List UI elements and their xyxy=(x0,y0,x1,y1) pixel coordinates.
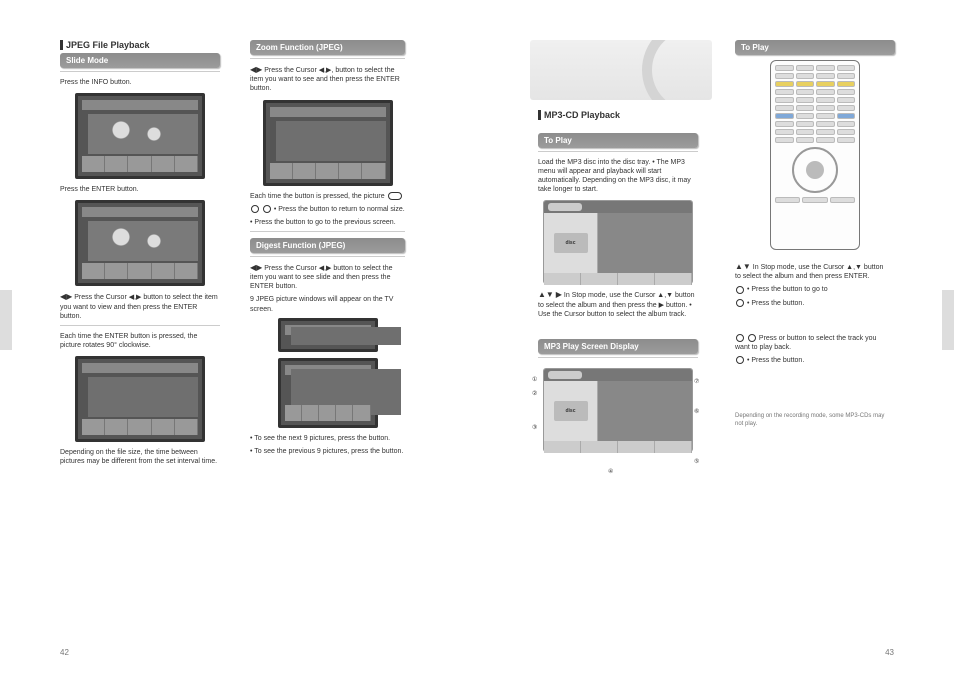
right-note2: • Press the button. xyxy=(735,299,885,308)
divider xyxy=(250,231,405,232)
divider xyxy=(538,151,698,152)
button-icon xyxy=(736,299,744,307)
interval-note: Depending on the file size, the time bet… xyxy=(60,448,220,466)
screenshot-digest-grid xyxy=(278,358,378,428)
cd-logo-icon: disc xyxy=(554,233,588,253)
text: In Stop mode, use the Cursor ▲,▼ button … xyxy=(735,264,883,280)
column-4: To Play xyxy=(735,40,895,58)
right-step1: ▲▼ In Stop mode, use the Cursor ▲,▼ butt… xyxy=(735,262,885,281)
digest-prev-note: • To see the previous 9 pictures, press … xyxy=(250,447,405,456)
zoom-note: Each time the button is pressed, the pic… xyxy=(250,192,405,201)
text: • Press the button to go to xyxy=(747,286,828,293)
button-icon xyxy=(736,286,744,294)
step-text: ◀▶ Press the Cursor ◀,▶ button to select… xyxy=(250,263,405,292)
column-2: Zoom Function (JPEG) ◀▶ Press the Cursor… xyxy=(250,40,405,460)
mp3-step2: ▲▼ ▶ In Stop mode, use the Cursor ▲,▼ bu… xyxy=(538,290,698,319)
right-step2: Press or button to select the track you … xyxy=(735,334,885,352)
page-number-left: 42 xyxy=(60,648,69,657)
callout-6: ⑥ xyxy=(694,408,699,415)
section-bar-to-play: To Play xyxy=(538,133,698,148)
section-bar-to-play-right: To Play xyxy=(735,40,895,55)
footnote: Depending on the recording mode, some MP… xyxy=(735,413,885,429)
step-label: Press the Cursor ◀,▶ button to select th… xyxy=(60,294,218,319)
right-note1: • Press the button to go to xyxy=(735,285,885,294)
remote-control-illustration xyxy=(770,60,860,250)
section-bar-mp3-screen: MP3 Play Screen Display xyxy=(538,339,698,354)
screenshot-rotate xyxy=(75,356,205,442)
zoom-return-note: • Press the button to return to normal s… xyxy=(250,205,405,214)
screenshot-slide-enter xyxy=(75,200,205,286)
callout-7: ⑦ xyxy=(694,378,699,385)
divider xyxy=(250,58,405,59)
cd-logo-icon: disc xyxy=(554,401,588,421)
remote-nav-ring xyxy=(792,147,838,193)
column-1: JPEG File Playback Slide Mode Press the … xyxy=(60,40,220,470)
callout-4: ④ xyxy=(608,468,613,475)
disc-arc-icon xyxy=(642,40,712,100)
mp3-step1: Load the MP3 disc into the disc tray. • … xyxy=(538,158,698,194)
section-title-jpeg: JPEG File Playback xyxy=(60,40,220,50)
text: Press or button to select the track you … xyxy=(735,335,876,351)
section-title-mp3: MP3-CD Playback xyxy=(538,110,698,120)
cursor-left-right-icon: ◀▶ xyxy=(250,65,262,74)
divider xyxy=(60,325,220,326)
digest-note: 9 JPEG picture windows will appear on th… xyxy=(250,295,405,313)
mp3-browser-panel-annotated: disc xyxy=(543,368,693,452)
text: • Press the button to return to normal s… xyxy=(274,206,405,213)
text: Each time the button is pressed, the pic… xyxy=(250,193,385,200)
step-label: Press the Cursor ◀,▶, button to select t… xyxy=(250,67,400,92)
text: • Press the button. xyxy=(747,357,804,364)
cursor-up-down-icon: ▲▼ xyxy=(538,290,554,299)
page-number-right: 43 xyxy=(885,648,894,657)
page-edge-tab-left xyxy=(0,290,12,350)
page-edge-tab-right xyxy=(942,290,954,350)
button-icon xyxy=(263,205,271,213)
column-3: MP3-CD Playback To Play Load the MP3 dis… xyxy=(538,110,698,478)
text: In Stop mode, use the Cursor ▲,▼ button … xyxy=(538,292,695,317)
cursor-left-right-icon: ◀▶ xyxy=(250,263,262,272)
section-bar-digest: Digest Function (JPEG) xyxy=(250,238,405,253)
mp3-browser-panel: disc xyxy=(543,200,693,284)
screenshot-zoom xyxy=(263,100,393,186)
next-button-icon xyxy=(748,334,756,342)
text: • Press the button. xyxy=(747,300,804,307)
callout-1: ① xyxy=(532,376,537,383)
callout-2: ② xyxy=(532,390,537,397)
zoom-prev-note: • Press the button to go to the previous… xyxy=(250,218,405,227)
section-bar-zoom: Zoom Function (JPEG) xyxy=(250,40,405,55)
rotate-note: Each time the ENTER button is pressed, t… xyxy=(60,332,220,350)
play-icon: ▶ xyxy=(556,290,562,299)
cursor-left-right-icon: ◀▶ xyxy=(60,292,72,301)
zoom-button-icon xyxy=(388,192,402,200)
step-text: ◀▶ Press the Cursor ◀,▶ button to select… xyxy=(60,292,220,321)
screenshot-slide-info xyxy=(75,93,205,179)
cursor-up-down-icon: ▲▼ xyxy=(735,262,751,271)
callout-3: ③ xyxy=(532,424,537,431)
right-note3: • Press the button. xyxy=(735,356,885,365)
document-spread: JPEG File Playback Slide Mode Press the … xyxy=(0,0,954,675)
column-4-body: ▲▼ In Stop mode, use the Cursor ▲,▼ butt… xyxy=(735,258,885,433)
digest-next-note: • To see the next 9 pictures, press the … xyxy=(250,434,405,443)
button-icon xyxy=(736,356,744,364)
callout-5: ⑤ xyxy=(694,458,699,465)
screenshot-digest-top xyxy=(278,318,378,352)
step-text: Press the ENTER button. xyxy=(60,185,220,194)
section-bar-slide-mode: Slide Mode xyxy=(60,53,220,68)
divider xyxy=(250,256,405,257)
step-text: Press the INFO button. xyxy=(60,78,220,87)
step-label: Press the Cursor ◀,▶ button to select th… xyxy=(250,265,393,290)
button-icon xyxy=(251,205,259,213)
step-text: ◀▶ Press the Cursor ◀,▶, button to selec… xyxy=(250,65,405,94)
divider xyxy=(60,71,220,72)
prev-button-icon xyxy=(736,334,744,342)
disc-banner xyxy=(530,40,712,100)
divider xyxy=(538,357,698,358)
